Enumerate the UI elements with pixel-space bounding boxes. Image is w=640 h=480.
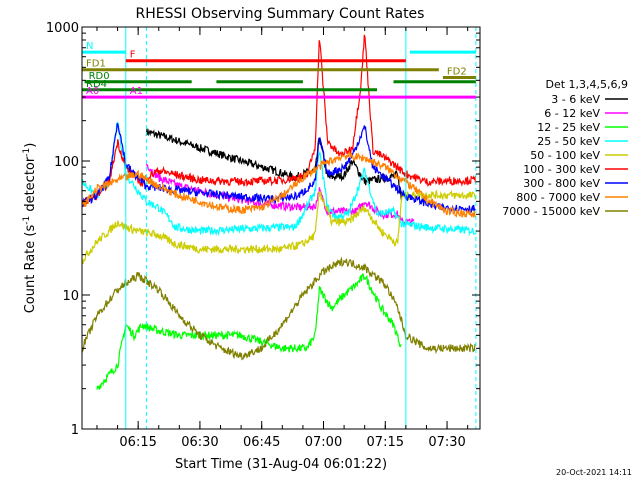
y-tick-label-1000: 1000 bbox=[46, 21, 79, 36]
y-tick-label-100: 100 bbox=[54, 155, 79, 170]
legend-label-3-6-kev: 3 - 6 keV bbox=[551, 93, 600, 106]
axes-layer: 06:15 06:30 06:45 07:00 07:15 07:30 1 10 100 1000 bbox=[46, 21, 481, 450]
series-3-6-kev bbox=[145, 128, 403, 201]
x-tick-label-07-30: 07:30 bbox=[428, 435, 465, 450]
legend-label-300-800-kev: 300 - 800 keV bbox=[523, 177, 600, 190]
legend-label-50-100-kev: 50 - 100 keV bbox=[530, 149, 600, 162]
x-tick-label-07-15: 07:15 bbox=[367, 435, 404, 450]
marker-label-rd4: RD4 bbox=[86, 79, 107, 90]
footer-date: 20-Oct-2021 14:11 bbox=[556, 468, 632, 477]
legend-label-6-12-kev: 6 - 12 keV bbox=[544, 107, 600, 120]
marker-label-a0: A0 bbox=[86, 86, 99, 97]
x-tick-label-06-30: 06:30 bbox=[181, 435, 218, 450]
chart-title: RHESSI Observing Summary Count Rates bbox=[136, 6, 425, 22]
y-axis-label-exp: -1 bbox=[22, 216, 32, 225]
x-tick-label-07-00: 07:00 bbox=[305, 435, 342, 450]
marker-label-n: N bbox=[86, 41, 93, 52]
x-tick-label-06-45: 06:45 bbox=[243, 435, 280, 450]
y-axis-label-exp2: -1 bbox=[22, 148, 32, 157]
y-axis-label: Count Rate (s-1 detector-1) bbox=[22, 143, 38, 314]
y-axis-label-close: ) bbox=[23, 143, 38, 148]
legend-label-25-50-kev: 25 - 50 keV bbox=[537, 135, 600, 148]
legend-label-7000-15000-kev: 7000 - 15000 keV bbox=[502, 205, 600, 218]
x-tick-label-06-15: 06:15 bbox=[119, 435, 156, 450]
marker-label-f: F bbox=[130, 50, 136, 61]
y-tick-label-10: 10 bbox=[62, 289, 79, 304]
marker-label-rd0: RD0 bbox=[89, 71, 110, 82]
legend-title: Det 1,3,4,5,6,9 bbox=[545, 78, 628, 91]
series-7000-15000-kev bbox=[81, 256, 476, 361]
series-25-50-kev bbox=[81, 120, 476, 237]
series-6-12-kev bbox=[145, 163, 415, 227]
legend-label-100-300-kev: 100 - 300 keV bbox=[523, 163, 600, 176]
marker-label-a1: A1 bbox=[130, 86, 143, 97]
legend-label-12-25-kev: 12 - 25 keV bbox=[537, 121, 600, 134]
marker-label-fd1: FD1 bbox=[86, 59, 106, 70]
legend-label-800-7000-kev: 800 - 7000 keV bbox=[516, 191, 600, 204]
series-layer bbox=[81, 34, 477, 390]
x-axis-label: Start Time (31-Aug-04 06:01:22) bbox=[175, 457, 387, 472]
marker-label-fd2: FD2 bbox=[447, 66, 467, 77]
series-12-25-kev bbox=[96, 273, 402, 390]
series-800-7000-kev bbox=[81, 151, 477, 218]
y-tick-label-1: 1 bbox=[71, 423, 79, 438]
plot-frame bbox=[81, 26, 481, 430]
y-axis-label-tail: detector bbox=[23, 156, 38, 216]
y-axis-label-main: Count Rate (s bbox=[23, 225, 38, 314]
